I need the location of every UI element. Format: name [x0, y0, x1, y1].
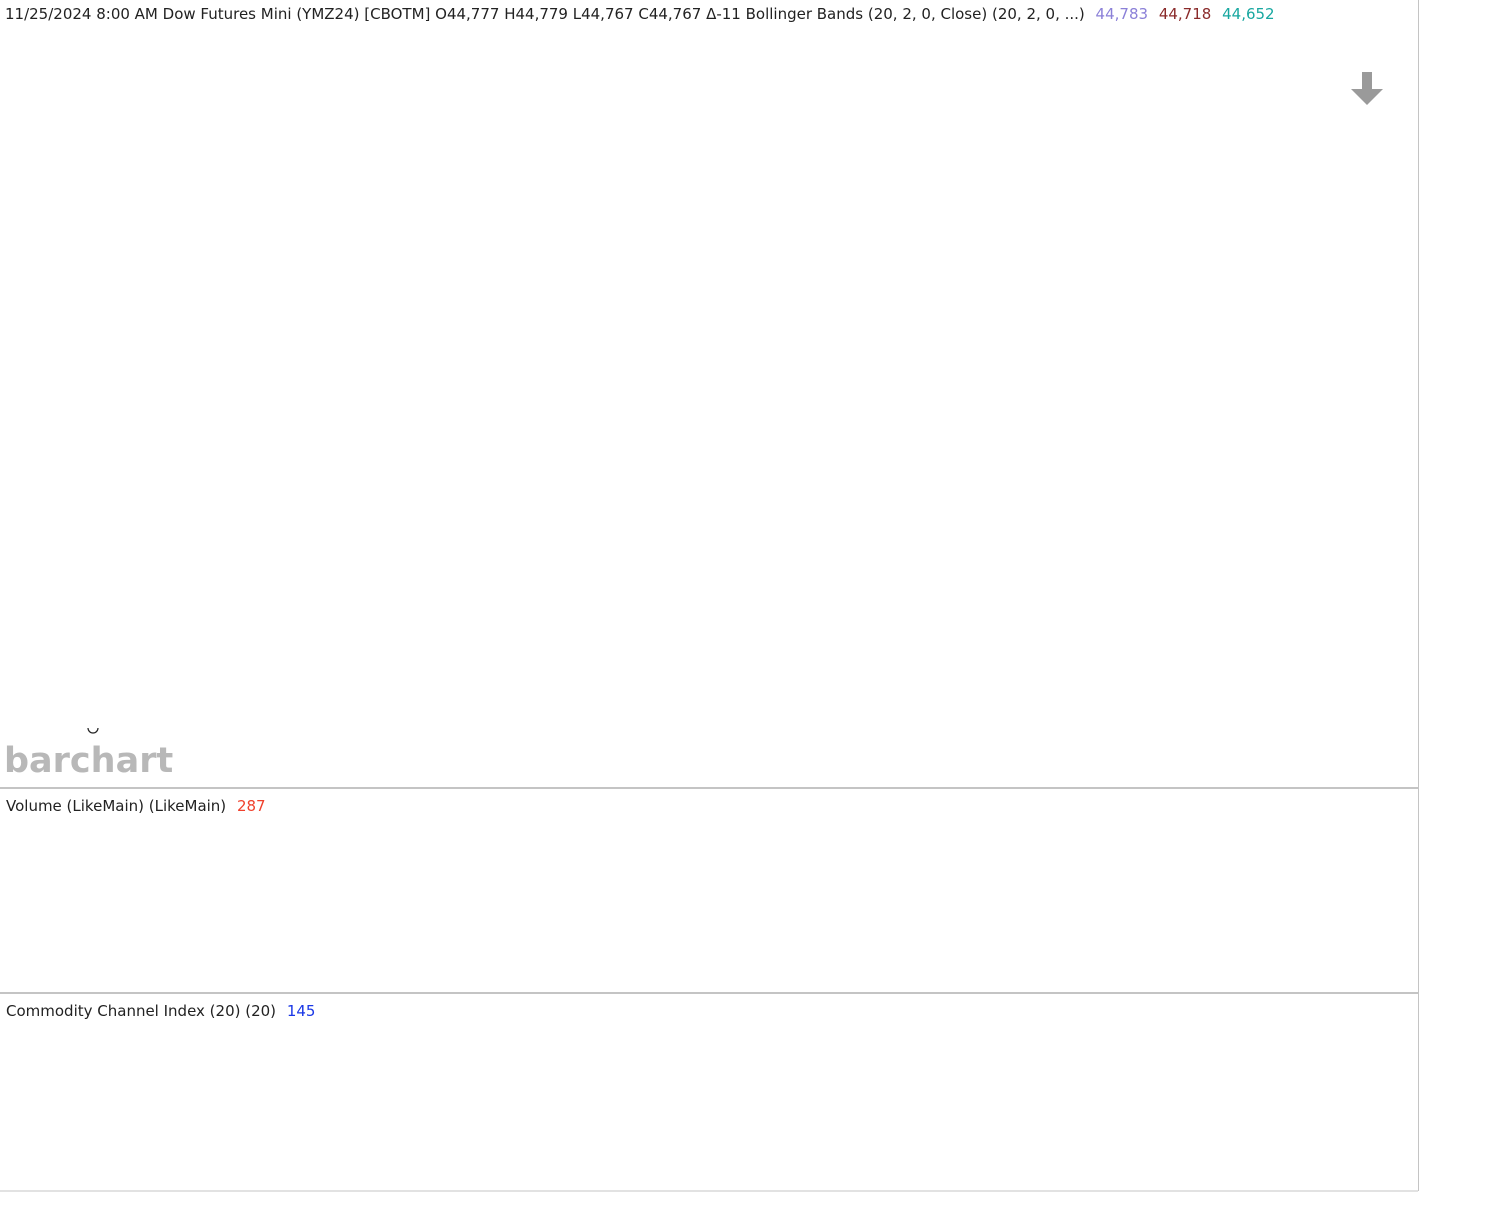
price-header: 11/25/2024 8:00 AM Dow Futures Mini (YMZ…: [5, 5, 1275, 23]
cci-header: Commodity Channel Index (20) (20) 145: [6, 1002, 315, 1020]
low-marker: [87, 727, 99, 734]
cci-title: Commodity Channel Index (20) (20): [6, 1002, 276, 1020]
volume-current: 287: [237, 797, 266, 815]
header-value: 44,652: [1222, 5, 1275, 23]
volume-title: Volume (LikeMain) (LikeMain): [6, 797, 226, 815]
alert-arrow: [1351, 72, 1383, 105]
price-title: 11/25/2024 8:00 AM Dow Futures Mini (YMZ…: [5, 5, 1085, 23]
header-value: 44,783: [1096, 5, 1149, 23]
volume-header: Volume (LikeMain) (LikeMain) 287: [6, 797, 266, 815]
header-value: 44,718: [1159, 5, 1212, 23]
cci-current: 145: [287, 1002, 316, 1020]
watermark: barchart: [4, 741, 173, 781]
